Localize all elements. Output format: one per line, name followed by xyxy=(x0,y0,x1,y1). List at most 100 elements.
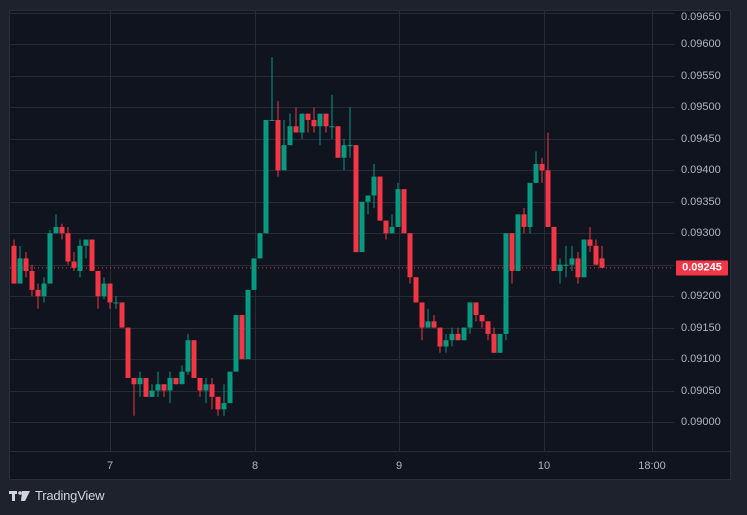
candle[interactable] xyxy=(437,327,443,353)
candle[interactable] xyxy=(425,308,431,328)
candle[interactable] xyxy=(209,377,215,410)
candle[interactable] xyxy=(515,214,521,271)
candle[interactable] xyxy=(587,226,593,253)
candle[interactable] xyxy=(23,252,29,278)
candle[interactable] xyxy=(473,302,479,322)
candle[interactable] xyxy=(263,119,269,234)
candle[interactable] xyxy=(317,113,323,146)
candle[interactable] xyxy=(167,371,173,404)
candle[interactable] xyxy=(413,277,419,303)
candle[interactable] xyxy=(113,296,119,309)
candle[interactable] xyxy=(143,377,149,397)
candle[interactable] xyxy=(119,302,125,328)
candle[interactable] xyxy=(581,239,587,278)
candle[interactable] xyxy=(443,333,449,353)
candle[interactable] xyxy=(137,371,143,397)
candle[interactable] xyxy=(305,113,311,133)
candle[interactable] xyxy=(545,132,551,227)
candle[interactable] xyxy=(353,145,359,253)
candle[interactable] xyxy=(593,239,599,265)
candle[interactable] xyxy=(371,164,377,209)
candle[interactable] xyxy=(389,214,395,234)
candle[interactable] xyxy=(449,327,455,347)
candle[interactable] xyxy=(29,264,35,297)
candle[interactable] xyxy=(233,315,239,372)
candle[interactable] xyxy=(401,189,407,234)
chart-plot-area[interactable] xyxy=(10,11,674,451)
chart-frame[interactable]: 0.09245 0.09650 0.09600 0.09550 0.09500 0.09… xyxy=(9,10,731,480)
candle[interactable] xyxy=(125,327,131,378)
candle[interactable] xyxy=(251,258,257,290)
candle[interactable] xyxy=(551,226,557,271)
candle[interactable] xyxy=(173,377,179,385)
candle[interactable] xyxy=(65,226,71,265)
candle[interactable] xyxy=(185,333,191,375)
candle[interactable] xyxy=(359,201,365,253)
candle[interactable] xyxy=(479,315,485,328)
candle[interactable] xyxy=(221,384,227,416)
candle[interactable] xyxy=(485,321,491,341)
candle[interactable] xyxy=(215,396,221,416)
candle[interactable] xyxy=(161,384,167,397)
candlestick-chart[interactable] xyxy=(10,11,674,451)
candle[interactable] xyxy=(287,113,293,146)
candle[interactable] xyxy=(227,371,233,404)
candle[interactable] xyxy=(323,113,329,133)
candle[interactable] xyxy=(395,182,401,227)
candle[interactable] xyxy=(155,371,161,397)
candle[interactable] xyxy=(491,327,497,353)
candle[interactable] xyxy=(407,233,413,284)
candle[interactable] xyxy=(377,176,383,221)
candle[interactable] xyxy=(461,327,467,341)
candle[interactable] xyxy=(77,239,83,278)
candle[interactable] xyxy=(89,239,95,271)
candle[interactable] xyxy=(203,377,209,404)
time-axis[interactable]: 7 8 9 10 18:00 xyxy=(10,451,730,480)
candle[interactable] xyxy=(245,289,251,360)
candle[interactable] xyxy=(239,315,245,360)
tradingview-branding[interactable]: TradingView xyxy=(9,488,105,503)
candle[interactable] xyxy=(41,277,47,303)
candle[interactable] xyxy=(509,233,515,284)
candle[interactable] xyxy=(527,182,533,234)
candle[interactable] xyxy=(293,107,299,133)
candle[interactable] xyxy=(467,302,473,334)
candle[interactable] xyxy=(59,223,65,240)
candle[interactable] xyxy=(341,138,347,171)
candle[interactable] xyxy=(269,57,275,121)
candle[interactable] xyxy=(11,239,17,284)
candle[interactable] xyxy=(599,245,605,268)
candle[interactable] xyxy=(35,283,41,309)
candle[interactable] xyxy=(431,315,437,328)
candle[interactable] xyxy=(365,195,371,215)
candle[interactable] xyxy=(383,220,389,240)
candle[interactable] xyxy=(53,214,59,234)
candle[interactable] xyxy=(347,107,353,158)
candle[interactable] xyxy=(539,157,545,183)
candle[interactable] xyxy=(455,327,461,341)
candle[interactable] xyxy=(299,113,305,139)
candle[interactable] xyxy=(557,258,563,284)
candle[interactable] xyxy=(101,277,107,300)
candle[interactable] xyxy=(563,245,569,278)
candle[interactable] xyxy=(497,333,503,353)
candle[interactable] xyxy=(95,270,101,309)
candle[interactable] xyxy=(191,340,197,378)
candle[interactable] xyxy=(149,384,155,397)
candle[interactable] xyxy=(17,245,23,284)
candle[interactable] xyxy=(197,377,203,397)
candle[interactable] xyxy=(281,119,287,171)
candle[interactable] xyxy=(275,101,281,177)
candle[interactable] xyxy=(257,233,263,259)
candle[interactable] xyxy=(71,252,77,271)
candle[interactable] xyxy=(569,245,575,271)
price-axis[interactable]: 0.09245 0.09650 0.09600 0.09550 0.09500 0.09… xyxy=(674,11,730,451)
candle[interactable] xyxy=(47,230,53,284)
candle[interactable] xyxy=(329,94,335,139)
candle[interactable] xyxy=(521,208,527,234)
candle[interactable] xyxy=(179,365,185,385)
candle[interactable] xyxy=(575,252,581,284)
candle[interactable] xyxy=(311,107,317,133)
candle[interactable] xyxy=(533,151,539,183)
candle[interactable] xyxy=(83,239,89,259)
